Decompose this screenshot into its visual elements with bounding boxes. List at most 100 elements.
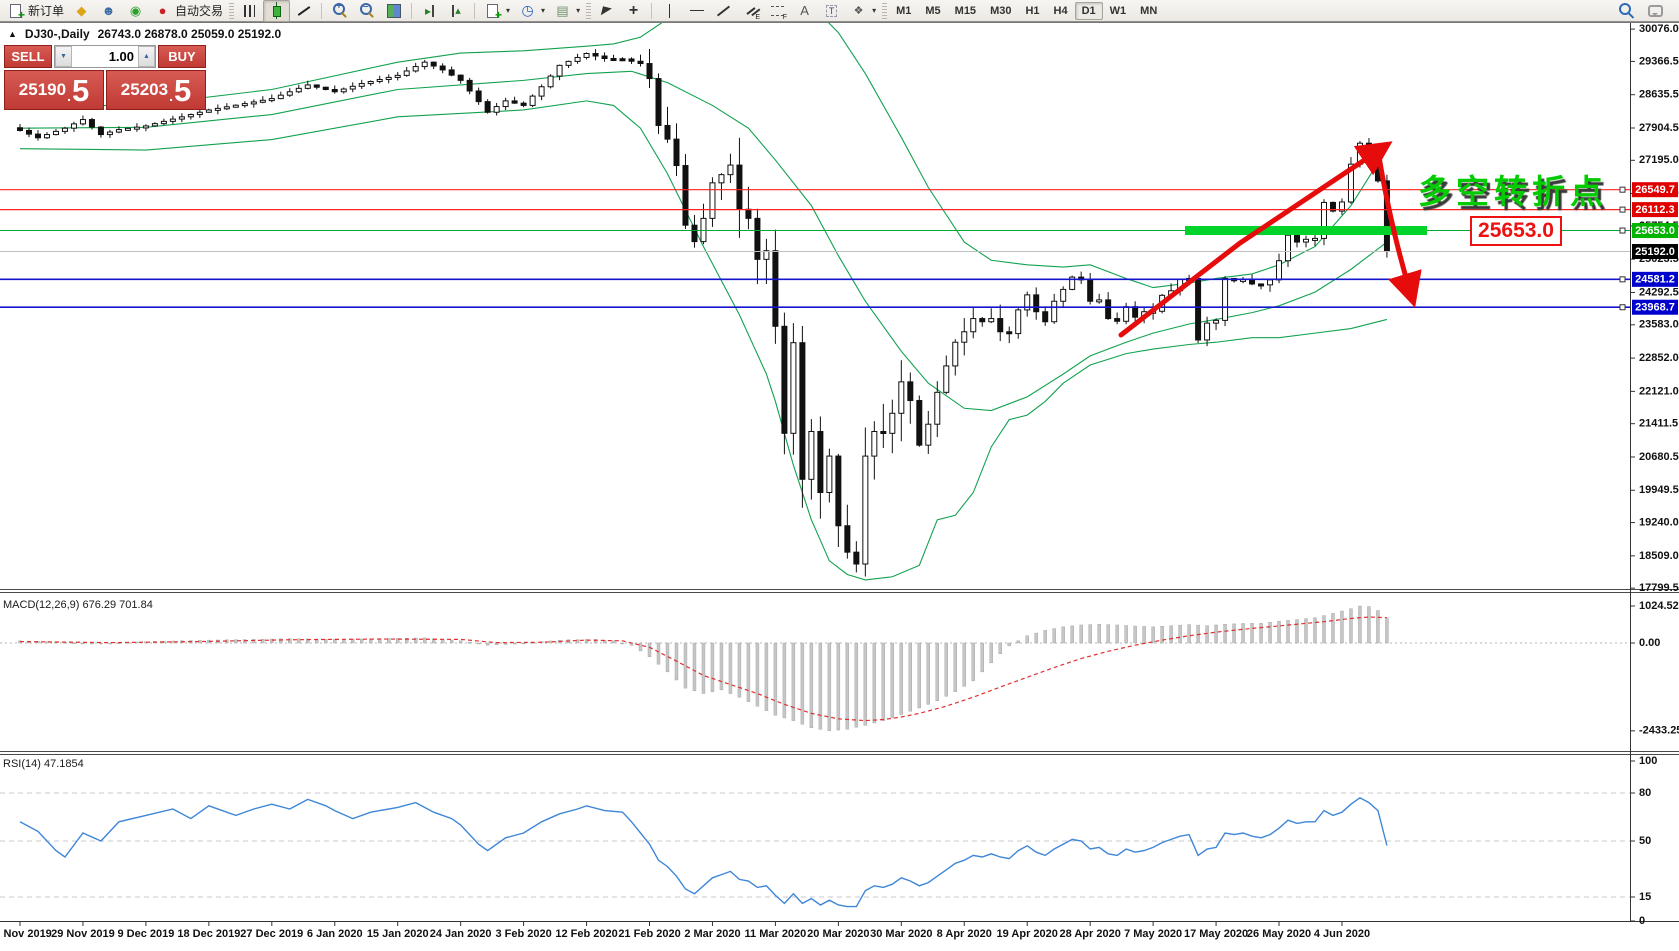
svg-text:21411.5: 21411.5: [1639, 418, 1678, 430]
fibonacci-button[interactable]: [764, 0, 791, 22]
line-handle[interactable]: [1619, 186, 1626, 193]
candlestick-chart-button[interactable]: [263, 0, 291, 22]
toolbar-separator: [411, 2, 413, 19]
periods-icon: [518, 1, 537, 20]
horizontal-line-icon: [687, 1, 706, 20]
volume-decrease-button[interactable]: ▼: [55, 46, 72, 67]
dropdown-arrow-icon: ▾: [541, 6, 546, 15]
chart-canvas[interactable]: 30076.029366.528635.527904.527195.026464…: [0, 23, 1679, 951]
text-label-button[interactable]: [818, 0, 845, 22]
price-badge: [1632, 271, 1678, 287]
buy-price-frac: 5: [173, 72, 192, 108]
chart-shift-button[interactable]: [443, 0, 470, 22]
price-axis[interactable]: 30076.029366.528635.527904.527195.026464…: [1630, 23, 1679, 927]
arrange-windows-button[interactable]: [380, 0, 407, 22]
dropdown-arrow-icon: ▾: [872, 6, 877, 15]
svg-text:19240.0: 19240.0: [1639, 516, 1679, 528]
turning-point-annotation[interactable]: 多空转折点: [1418, 173, 1608, 210]
buy-price-dot: .: [169, 88, 173, 104]
sell-button[interactable]: SELL: [4, 45, 52, 68]
line-chart-button[interactable]: [290, 0, 317, 22]
svg-text:50: 50: [1639, 835, 1651, 847]
cursor-button[interactable]: [593, 0, 620, 22]
search-icon[interactable]: [1617, 1, 1636, 20]
macd-label: MACD(12,26,9) 676.29 701.84: [3, 599, 153, 611]
volume-input[interactable]: [72, 46, 138, 67]
svg-text:25653.0: 25653.0: [1635, 225, 1675, 237]
svg-text:8 Apr 2020: 8 Apr 2020: [937, 928, 992, 940]
bar-chart-button[interactable]: [236, 0, 263, 22]
svg-text:18509.0: 18509.0: [1639, 550, 1679, 562]
svg-text:26112.3: 26112.3: [1635, 204, 1674, 216]
buy-price-button[interactable]: 25203 . 5: [106, 70, 206, 110]
svg-text:17 May 2020: 17 May 2020: [1184, 928, 1248, 940]
svg-text:23583.0: 23583.0: [1639, 319, 1679, 331]
price-level-label[interactable]: 25653.0: [1470, 216, 1562, 246]
new-order-button[interactable]: 新订单: [2, 0, 68, 22]
chart-symbol-period: DJ30-,Daily: [24, 27, 90, 41]
sell-price-button[interactable]: 25190 . 5: [4, 70, 104, 110]
timeframe-w1[interactable]: W1: [1109, 4, 1127, 17]
chart-shift-end-icon: [420, 1, 439, 20]
templates-button[interactable]: ▾: [549, 0, 584, 22]
zoom-in-button[interactable]: [326, 0, 353, 22]
timeframe-h4[interactable]: H4: [1053, 4, 1068, 17]
down-trend-arrow[interactable]: [1375, 148, 1422, 308]
timeframe-d1[interactable]: D1: [1074, 1, 1103, 20]
main-toolbar: 新订单 自动交易 ▾ ▾ ▾ ▾ M1 M5 M15 M30 H1 H4 D1 W1 MN: [0, 0, 1679, 22]
buy-button[interactable]: BUY: [158, 45, 206, 68]
price-chart-svg[interactable]: 30076.029366.528635.527904.527195.026464…: [0, 23, 1679, 946]
zoom-out-button[interactable]: [353, 0, 380, 22]
equidistant-channel-icon: [741, 1, 760, 21]
crosshair-button[interactable]: [620, 0, 647, 22]
timeframe-h1[interactable]: H1: [1025, 4, 1040, 17]
svg-text:20680.5: 20680.5: [1639, 451, 1679, 463]
indicators-button[interactable]: ▾: [479, 0, 514, 22]
chart-shift-end-button[interactable]: [416, 0, 443, 22]
timeframe-m15[interactable]: M15: [954, 4, 977, 17]
svg-text:7 May 2020: 7 May 2020: [1124, 928, 1182, 940]
svg-text:24 Jan 2020: 24 Jan 2020: [430, 928, 492, 940]
svg-text:15: 15: [1639, 891, 1651, 903]
up-trend-arrow[interactable]: [1118, 141, 1393, 338]
line-handle[interactable]: [1619, 304, 1626, 311]
price-badge: [1632, 299, 1678, 315]
svg-text:4 Jun 2020: 4 Jun 2020: [1314, 928, 1370, 940]
svg-text:19 Apr 2020: 19 Apr 2020: [997, 928, 1058, 940]
candlestick-chart-icon: [267, 1, 286, 20]
auto-trading-button[interactable]: 自动交易: [149, 0, 227, 22]
signals-button[interactable]: [122, 0, 149, 22]
periods-button[interactable]: ▾: [514, 0, 549, 22]
svg-text:-2433.25: -2433.25: [1639, 725, 1679, 737]
profile-button[interactable]: [95, 0, 122, 22]
volume-increase-button[interactable]: ▲: [138, 46, 155, 67]
timeframe-m30[interactable]: M30: [990, 4, 1012, 17]
sell-price-main: 25190: [18, 80, 67, 99]
timeframe-m5[interactable]: M5: [925, 4, 941, 17]
text-button[interactable]: [791, 0, 818, 22]
svg-text:25192.0: 25192.0: [1635, 246, 1675, 258]
new-order-icon: [6, 1, 25, 22]
line-handle[interactable]: [1619, 276, 1626, 283]
arrows-button[interactable]: ▾: [845, 0, 880, 22]
svg-text:2 Mar 2020: 2 Mar 2020: [684, 928, 740, 940]
toolbar-grip: [229, 2, 235, 19]
trendline-button[interactable]: [710, 0, 737, 22]
chat-icon[interactable]: [1646, 1, 1665, 20]
timeframe-m1[interactable]: M1: [896, 4, 912, 17]
horizontal-line-button[interactable]: [683, 0, 710, 22]
one-click-trading-panel: SELL ▼ ▲ BUY 25190 . 5 25203 . 5: [4, 45, 206, 110]
crosshair-icon: [624, 1, 643, 20]
green-highlight-bar[interactable]: [1185, 226, 1427, 236]
vertical-line-button[interactable]: [656, 0, 683, 22]
svg-text:0.00: 0.00: [1639, 637, 1660, 649]
line-handle[interactable]: [1619, 227, 1626, 234]
quotes-button[interactable]: [68, 0, 95, 22]
bar-chart-icon: [240, 1, 259, 20]
line-handle[interactable]: [1619, 206, 1626, 213]
equidistant-channel-button[interactable]: [737, 0, 764, 22]
arrange-windows-icon: [384, 1, 403, 20]
timeframe-mn[interactable]: MN: [1140, 4, 1158, 17]
svg-text:20 Nov 2019: 20 Nov 2019: [0, 928, 52, 940]
